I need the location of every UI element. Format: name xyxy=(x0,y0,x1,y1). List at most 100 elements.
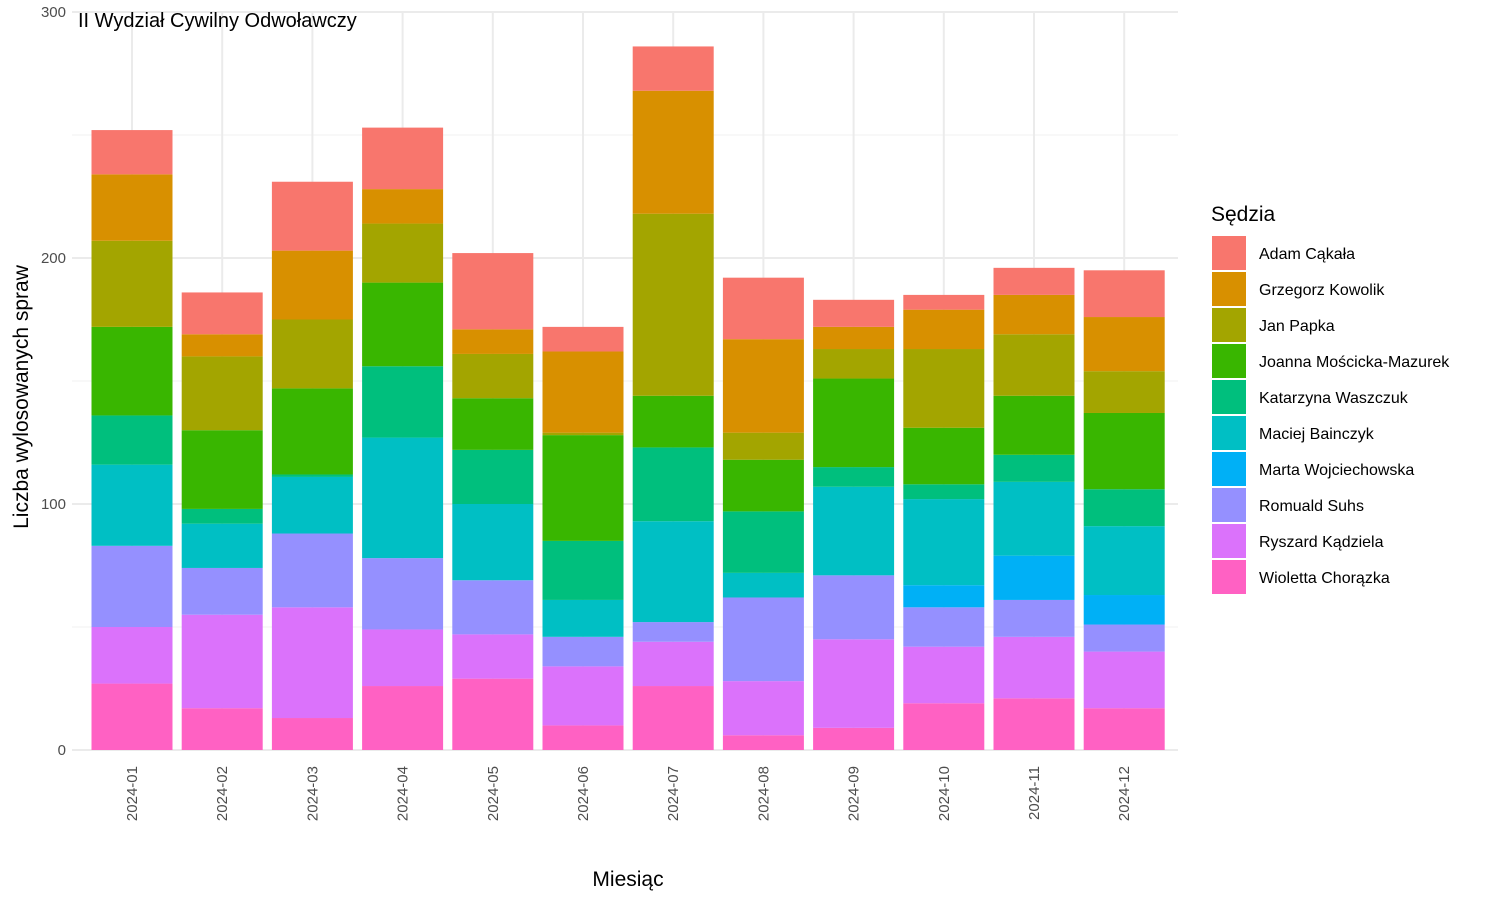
bar-segment xyxy=(452,329,534,354)
bar-segment xyxy=(452,678,534,750)
bar-segment xyxy=(452,449,534,504)
legend-label: Wioletta Chorązka xyxy=(1259,570,1390,587)
bar-segment xyxy=(181,356,263,431)
bar-segment xyxy=(993,636,1075,699)
legend-label: Jan Papka xyxy=(1259,318,1335,335)
bar-segment xyxy=(271,607,353,719)
x-tick-label: 2024-03 xyxy=(304,766,321,821)
bar-segment xyxy=(91,683,173,750)
bar-segment xyxy=(1083,317,1165,372)
legend-item: Wioletta Chorązka xyxy=(1212,560,1390,594)
bar-segment xyxy=(362,686,444,750)
bar-segment xyxy=(91,240,173,327)
y-axis-title: Liczba wylosowanych spraw xyxy=(10,264,33,529)
bar-segment xyxy=(362,127,444,190)
bar-segment xyxy=(181,523,263,568)
bar-segment xyxy=(1083,708,1165,750)
bar-segment xyxy=(91,415,173,465)
bar-segment xyxy=(271,181,353,251)
legend-swatch xyxy=(1212,236,1246,270)
x-tick-labels: 2024-01 2024-02 2024-03 2024-04 2024-05 2024-… xyxy=(124,766,1133,821)
bar-segment xyxy=(813,378,895,468)
bar-segment xyxy=(271,319,353,389)
bar-segment xyxy=(542,725,624,750)
bar-segment xyxy=(722,511,804,573)
bar-segment xyxy=(903,499,985,586)
bar-segment xyxy=(993,698,1075,750)
legend-item: Maciej Bainczyk xyxy=(1212,416,1375,450)
bar-segment xyxy=(91,326,173,416)
bar-segment xyxy=(632,447,714,522)
bar-segment xyxy=(993,267,1075,295)
bar-segment xyxy=(1083,270,1165,318)
bar-segment xyxy=(1083,651,1165,709)
x-tick-label: 2024-02 xyxy=(214,766,231,821)
bar-segment xyxy=(722,597,804,682)
bar-segment xyxy=(362,437,444,559)
x-axis-title: Miesiąc xyxy=(592,868,663,891)
legend-swatch xyxy=(1212,308,1246,342)
bar-segment xyxy=(993,334,1075,396)
bar-segment xyxy=(542,351,624,433)
bar-segment xyxy=(271,474,353,477)
bar-segment xyxy=(181,508,263,524)
legend-item: Jan Papka xyxy=(1212,308,1335,342)
y-tick-label: 100 xyxy=(41,496,66,513)
legend-label: Romuald Suhs xyxy=(1259,498,1364,515)
bar-segment xyxy=(542,435,624,541)
bar-segment xyxy=(632,622,714,642)
bar-segment xyxy=(903,294,985,310)
bar-segment xyxy=(903,646,985,704)
legend-item: Grzegorz Kowolik xyxy=(1212,272,1385,306)
bar-segment xyxy=(903,349,985,428)
legend-swatch xyxy=(1212,344,1246,378)
bar-segment xyxy=(993,454,1075,482)
x-tick-label: 2024-07 xyxy=(665,766,682,821)
legend-item: Ryszard Kądziela xyxy=(1212,524,1384,558)
x-tick-label: 2024-08 xyxy=(755,766,772,821)
legend: Sędzia Adam Cąkała Grzegorz Kowolik Jan Pa… xyxy=(1211,203,1450,594)
bar-segment xyxy=(181,334,263,357)
legend-swatch xyxy=(1212,416,1246,450)
bar-segment xyxy=(452,253,534,330)
legend-swatch xyxy=(1212,488,1246,522)
bar-segment xyxy=(632,213,714,396)
bar-segment xyxy=(813,727,895,750)
bar-segment xyxy=(181,614,263,709)
bar-segment xyxy=(1083,624,1165,652)
bar-segment xyxy=(1083,595,1165,625)
legend-swatch xyxy=(1212,272,1246,306)
bar-segment xyxy=(271,476,353,534)
bar-segment xyxy=(813,326,895,350)
bar-segment xyxy=(181,430,263,509)
bar-segment xyxy=(542,666,624,726)
bar-segment xyxy=(362,629,444,687)
y-tick-label: 200 xyxy=(41,250,66,267)
bar-segment xyxy=(722,277,804,340)
bar-segment xyxy=(452,398,534,450)
bar-segment xyxy=(452,353,534,399)
x-tick-label: 2024-10 xyxy=(936,766,953,821)
bar-segment xyxy=(722,459,804,512)
bar-segment xyxy=(91,130,173,175)
legend-item: Romuald Suhs xyxy=(1212,488,1364,522)
legend-label: Marta Wojciechowska xyxy=(1259,462,1414,479)
x-tick-label: 2024-04 xyxy=(395,766,412,821)
legend-label: Katarzyna Waszczuk xyxy=(1259,390,1409,407)
y-tick-label: 300 xyxy=(41,4,66,21)
legend-item: Adam Cąkała xyxy=(1212,236,1355,270)
bar-segment xyxy=(542,599,624,637)
bar-segment xyxy=(903,484,985,500)
bar-segment xyxy=(1083,371,1165,413)
x-tick-label: 2024-01 xyxy=(124,766,141,821)
bar-segment xyxy=(632,686,714,750)
bar-segment xyxy=(181,708,263,750)
bar-segment xyxy=(903,703,985,750)
x-tick-label: 2024-05 xyxy=(485,766,502,821)
bar-segment xyxy=(632,90,714,214)
bar-segment xyxy=(813,575,895,640)
bar-segment xyxy=(813,486,895,576)
bar-segment xyxy=(722,339,804,433)
bar-segment xyxy=(362,558,444,630)
bar-segment xyxy=(632,521,714,623)
